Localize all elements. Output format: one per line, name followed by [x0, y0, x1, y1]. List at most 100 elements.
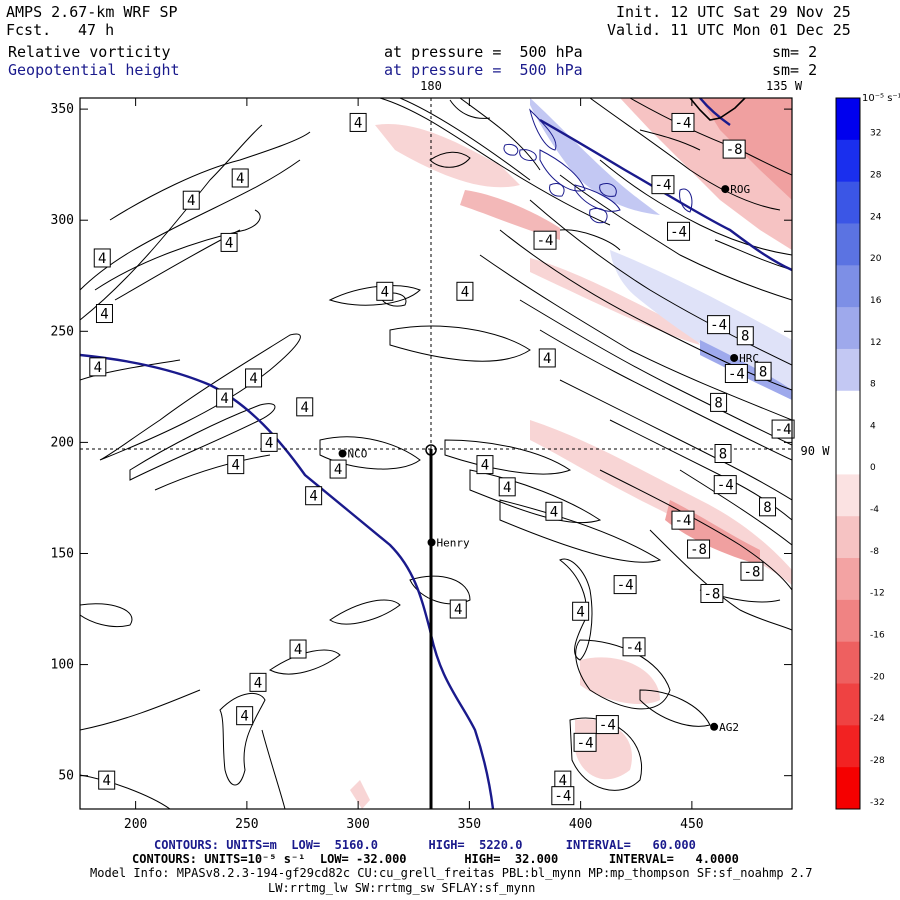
contour-label: -4: [554, 789, 571, 805]
contour-12: [154, 454, 271, 491]
contour-23: [80, 774, 171, 809]
station-marker: [427, 538, 436, 547]
contour-19: [329, 599, 401, 625]
contour-label: -4: [655, 178, 672, 194]
contour-label-box: [736, 326, 754, 346]
contour-label: 4: [220, 391, 228, 407]
field2-name: Geopotential height: [8, 61, 180, 79]
shading-band-middle: [530, 258, 700, 345]
height-contour-northeast: [699, 98, 731, 126]
contour-24: [80, 689, 201, 731]
contour-label: 4: [225, 235, 233, 251]
forecast-hours: 47 h: [78, 21, 115, 39]
colorbar-segment: [836, 641, 860, 685]
contour-label-box: [572, 601, 590, 621]
contour-label-box: [89, 357, 107, 377]
contour-label-box: [456, 281, 474, 301]
y-tick-label: 250: [51, 324, 74, 339]
contour-label: 4: [187, 193, 195, 209]
colorbar-tick-label: -4: [870, 505, 879, 515]
colorbar-tick-label: -8: [870, 547, 879, 557]
coastline: [689, 98, 746, 121]
contour-37: [539, 329, 792, 461]
contour-label: -4: [717, 478, 734, 494]
lon-label-180: 180: [420, 79, 442, 93]
contour-26: [379, 98, 611, 226]
colorbar-segment: [836, 558, 860, 601]
contour-label-box: [622, 637, 646, 657]
contour-label-box: [249, 672, 267, 692]
contour-label-box: [714, 444, 732, 463]
forecast-label: Fcst.: [6, 21, 52, 39]
contour-label: 4: [94, 360, 102, 376]
init-time: Init. 12 UTC Sat 29 Nov 25: [616, 3, 851, 21]
contour-label: -4: [710, 318, 727, 334]
x-tick-label: 250: [235, 817, 258, 832]
contour-label: -8: [726, 142, 743, 158]
contour-label: -4: [599, 718, 616, 734]
station-marker: [338, 449, 347, 458]
contour-label-box: [376, 281, 394, 301]
contour-label-box: [231, 168, 249, 188]
contour-label: -4: [670, 224, 687, 240]
station-label: Henry: [437, 536, 470, 549]
contour-label: -4: [675, 115, 692, 131]
blue-contour-4: [519, 149, 537, 161]
contour-label: 4: [236, 171, 244, 187]
contour-label-box: [538, 348, 556, 368]
contour-label-box: [305, 486, 323, 506]
contour-label: -4: [675, 513, 692, 529]
contour-31: [599, 159, 792, 256]
pole-marker: [425, 444, 437, 456]
negative-vorticity-shading: [350, 98, 792, 809]
station-label: HRC: [739, 352, 759, 365]
contour-label-box: [98, 770, 116, 790]
contour-11: [129, 403, 276, 481]
colorbar-segment: [836, 474, 860, 517]
contour-label-box: [671, 510, 695, 530]
colorbar-tick-label: 0: [870, 463, 876, 473]
colorbar-tick-label: 8: [870, 380, 876, 390]
contour-6: [328, 285, 421, 306]
geopotential-height-contours: [80, 98, 792, 809]
y-tick-label: 100: [51, 658, 74, 673]
colorbar-tick-label: 4: [870, 421, 876, 431]
colorbar-tick-label: 24: [870, 212, 882, 222]
contour-42: [649, 529, 792, 631]
station-label: NCO: [348, 448, 368, 461]
blue-contour-5: [503, 143, 519, 156]
contour-label: -8: [703, 586, 720, 602]
colorbar-tick-label: -24: [870, 714, 885, 724]
contour-label-box: [220, 232, 238, 252]
contour-label: 4: [102, 773, 110, 789]
shading-band-northwest: [375, 124, 520, 188]
height-contour-east: [539, 118, 792, 272]
field2-smoothing: sm= 2: [772, 61, 818, 79]
contour-32: [559, 174, 792, 301]
contour-label-box: [595, 715, 619, 735]
contour-label-box: [296, 397, 314, 417]
blue-contour-7: [599, 182, 617, 197]
contour-label-box: [740, 561, 764, 581]
contour-8: [389, 325, 531, 362]
contour-label-box: [289, 639, 307, 659]
contour-label: 4: [100, 307, 108, 323]
contour-17: [409, 575, 471, 605]
contour-25: [80, 603, 133, 628]
x-tick-label: 300: [346, 817, 369, 832]
colorbar-tick-label: -16: [870, 631, 885, 641]
contour-label-box: [93, 248, 111, 268]
contour-label: 4: [265, 435, 273, 451]
contour-label: 8: [759, 364, 767, 380]
colorbar-tick-label: 12: [870, 338, 881, 348]
contour-label: 4: [354, 115, 362, 131]
contour-label: 8: [719, 447, 727, 463]
contour-48: [559, 229, 621, 251]
contours-height-line: CONTOURS: UNITS=m LOW= 5160.0 HIGH= 5220…: [154, 838, 696, 852]
model-info-line: Model Info: MPASv8.2.3-194-gf29cd82c CU:…: [90, 866, 813, 880]
contour-label-box: [759, 497, 777, 517]
contour-label: 8: [763, 500, 771, 516]
contour-label-box: [329, 459, 347, 479]
map-frame: [79, 97, 793, 810]
contour-21: [219, 692, 266, 786]
